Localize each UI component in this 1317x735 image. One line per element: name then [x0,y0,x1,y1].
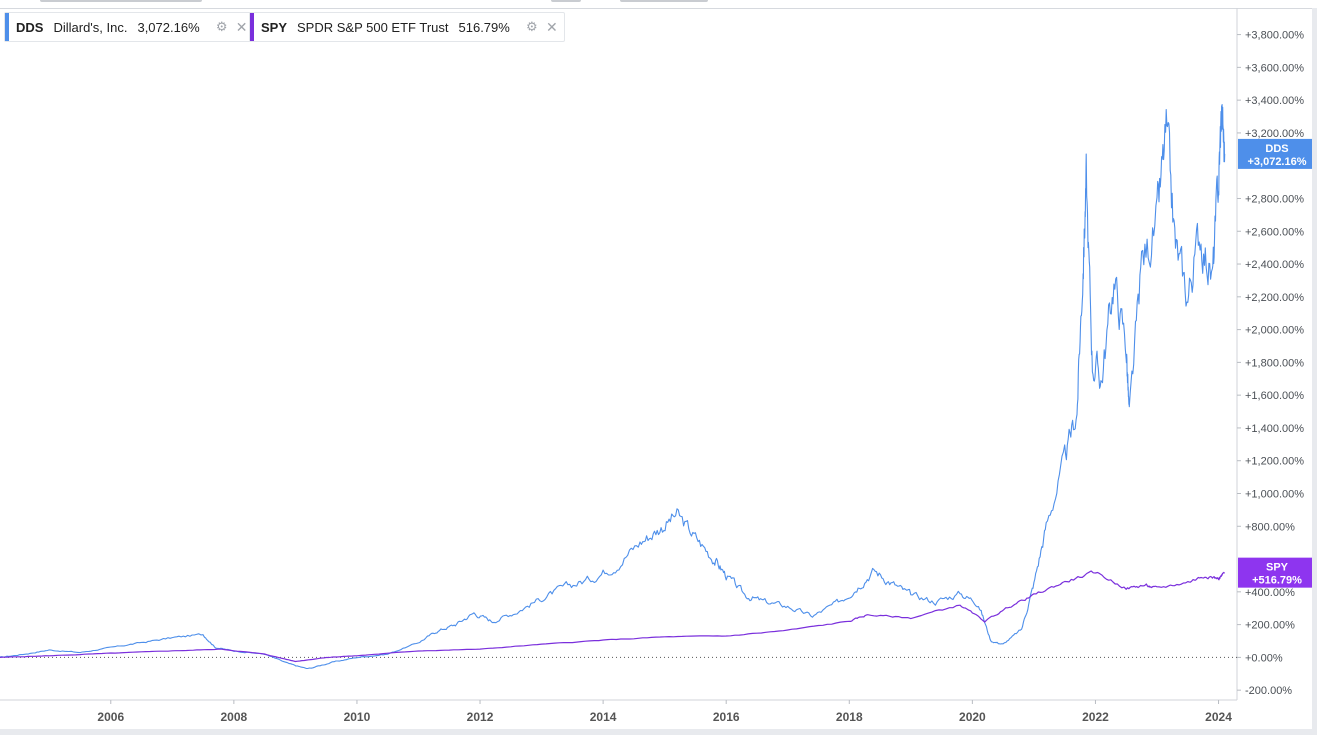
x-tick-label: 2024 [1205,710,1232,724]
price-tag-value: +3,072.16% [1247,156,1306,168]
legend-name: Dillard's, Inc. [53,19,128,35]
price-tag-symbol: SPY [1266,562,1289,574]
price-tag-value: +516.79% [1252,575,1302,587]
price-tag-spy: SPY+516.79% [1238,557,1315,588]
x-tick-label: 2020 [959,710,986,724]
toolbar-tab[interactable] [551,0,581,2]
y-tick-label: +3,200.00% [1245,128,1304,140]
price-tag-box [1238,557,1315,588]
legend-symbol: DDS [16,19,44,35]
price-tag-box [1238,138,1315,169]
series-line-spy [0,570,1225,663]
y-tick-label: +2,600.00% [1245,226,1304,238]
x-tick-label: 2010 [344,710,371,724]
y-tick-label: +1,600.00% [1245,390,1304,402]
legend-symbol: SPY [261,19,288,35]
window-edge [0,729,1317,735]
legend-name: SPDR S&P 500 ETF Trust [297,19,449,35]
legend-item-spy[interactable]: SPY SPDR S&P 500 ETF Trust 516.79% ⚙ ✕ [249,12,565,42]
x-tick-label: 2014 [590,710,617,724]
y-tick-label: +1,200.00% [1245,456,1304,468]
close-icon[interactable]: ✕ [545,18,558,35]
y-tick-label: +2,000.00% [1245,325,1304,337]
close-icon[interactable]: ✕ [235,18,248,35]
x-tick-label: 2016 [713,710,740,724]
price-tag-dds: DDS+3,072.16% [1238,138,1315,169]
x-tick-label: 2012 [467,710,494,724]
gear-icon[interactable]: ⚙ [526,19,538,34]
x-tick-label: 2018 [836,710,863,724]
y-tick-label: +3,400.00% [1245,95,1304,107]
series-line-dds [0,104,1226,670]
y-tick-label: +800.00% [1245,521,1295,533]
window-edge [1312,8,1317,735]
y-tick-label: +0.00% [1245,652,1283,664]
y-tick-label: +1,800.00% [1245,357,1304,369]
y-tick-label: +1,400.00% [1245,423,1304,435]
legend-value: 3,072.16% [137,19,200,35]
toolbar-tab[interactable] [620,0,708,2]
top-toolbar-strip [0,0,1317,9]
y-tick-label: +400.00% [1245,587,1295,599]
legend-item-dds[interactable]: DDS Dillard's, Inc. 3,072.16% ⚙ ✕ [4,12,255,42]
price-tag-symbol: DDS [1265,143,1288,155]
y-tick-label: +3,600.00% [1245,62,1304,74]
x-tick-label: 2008 [221,710,248,724]
y-tick-label: +1,000.00% [1245,488,1304,500]
legend-swatch [5,13,9,41]
gear-icon[interactable]: ⚙ [215,19,228,34]
y-tick-label: +2,200.00% [1245,292,1304,304]
legend-swatch [250,13,254,41]
y-tick-label: +2,800.00% [1245,193,1304,205]
y-tick-label: -200.00% [1245,685,1292,697]
y-tick-label: +2,400.00% [1245,259,1304,271]
y-tick-label: +3,800.00% [1245,30,1304,42]
legend-value: 516.79% [458,19,510,35]
x-tick-label: 2006 [97,710,124,724]
y-tick-label: +200.00% [1245,620,1295,632]
toolbar-tab[interactable] [40,0,202,2]
x-tick-label: 2022 [1082,710,1109,724]
